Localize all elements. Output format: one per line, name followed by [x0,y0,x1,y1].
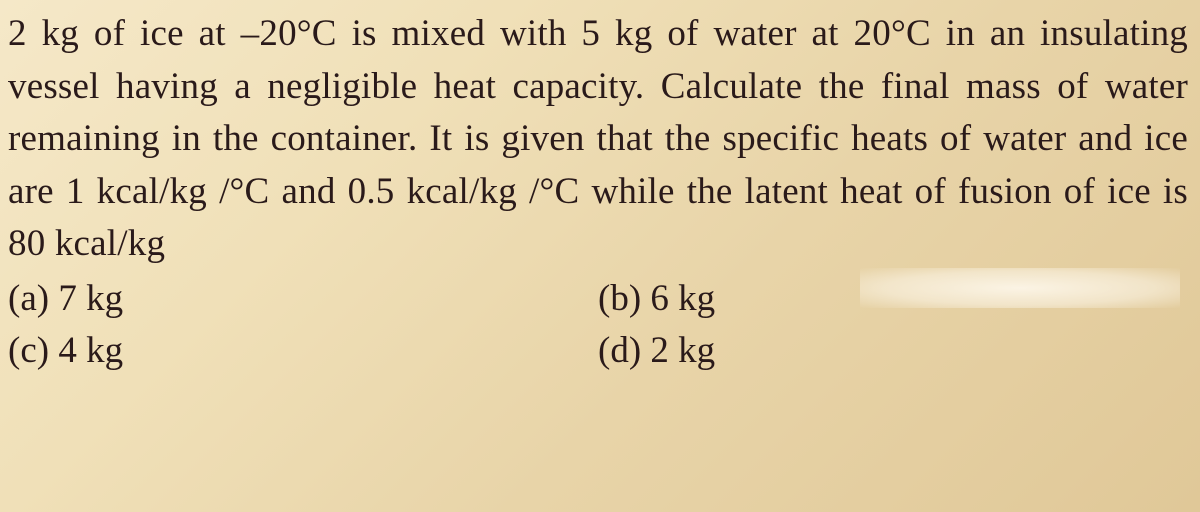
question-text: 2 kg of ice at –20°C is mixed with 5 kg … [8,8,1188,271]
option-b: (b) 6 kg [598,273,1188,326]
option-d: (d) 2 kg [598,325,1188,378]
option-c: (c) 4 kg [8,325,598,378]
option-a: (a) 7 kg [8,273,598,326]
options-grid: (a) 7 kg (b) 6 kg (c) 4 kg (d) 2 kg [8,273,1188,378]
